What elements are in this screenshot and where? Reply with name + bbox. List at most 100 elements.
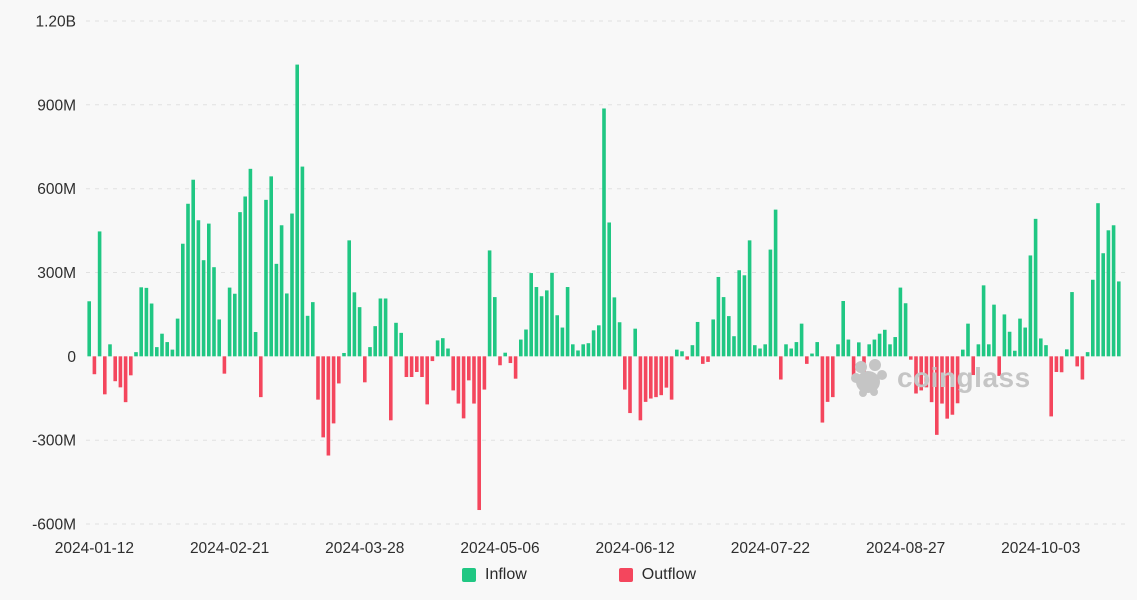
inflow-bar[interactable] bbox=[1070, 292, 1074, 357]
inflow-bar[interactable] bbox=[742, 275, 747, 357]
inflow-bar[interactable] bbox=[285, 293, 289, 357]
outflow-bar[interactable] bbox=[113, 356, 117, 382]
inflow-bar[interactable] bbox=[149, 303, 154, 357]
outflow-bar[interactable] bbox=[971, 356, 975, 376]
inflow-bar[interactable] bbox=[181, 243, 185, 357]
outflow-bar[interactable] bbox=[997, 356, 1001, 376]
inflow-bar[interactable] bbox=[560, 327, 565, 357]
outflow-bar[interactable] bbox=[1054, 356, 1059, 372]
inflow-bar[interactable] bbox=[1023, 327, 1027, 357]
inflow-bar[interactable] bbox=[695, 321, 700, 357]
inflow-bar[interactable] bbox=[279, 225, 284, 357]
inflow-bar[interactable] bbox=[529, 273, 533, 357]
outflow-bar[interactable] bbox=[669, 356, 674, 400]
inflow-bar[interactable] bbox=[1044, 345, 1048, 357]
inflow-bar[interactable] bbox=[196, 220, 201, 357]
inflow-bar[interactable] bbox=[243, 196, 247, 357]
inflow-bar[interactable] bbox=[758, 348, 762, 357]
inflow-bar[interactable] bbox=[1018, 318, 1022, 357]
inflow-bar[interactable] bbox=[97, 231, 102, 357]
inflow-bar[interactable] bbox=[893, 337, 897, 357]
outflow-bar[interactable] bbox=[706, 356, 710, 362]
inflow-bar[interactable] bbox=[732, 336, 736, 357]
outflow-bar[interactable] bbox=[123, 356, 128, 403]
outflow-bar[interactable] bbox=[337, 356, 341, 384]
inflow-bar[interactable] bbox=[877, 333, 882, 357]
outflow-bar[interactable] bbox=[909, 356, 913, 360]
inflow-bar[interactable] bbox=[352, 292, 357, 357]
outflow-bar[interactable] bbox=[129, 356, 133, 376]
inflow-bar[interactable] bbox=[1085, 352, 1090, 357]
inflow-bar[interactable] bbox=[612, 297, 617, 357]
inflow-bar[interactable] bbox=[383, 298, 388, 357]
inflow-bar[interactable] bbox=[1091, 279, 1095, 357]
outflow-bar[interactable] bbox=[389, 356, 393, 421]
outflow-bar[interactable] bbox=[935, 356, 939, 435]
inflow-bar[interactable] bbox=[368, 347, 372, 357]
inflow-bar[interactable] bbox=[981, 285, 986, 357]
legend-item-outflow[interactable]: Outflow bbox=[618, 567, 696, 583]
outflow-bar[interactable] bbox=[430, 356, 435, 362]
inflow-bar[interactable] bbox=[737, 270, 741, 357]
inflow-bar[interactable] bbox=[1096, 203, 1100, 357]
inflow-bar[interactable] bbox=[545, 290, 549, 357]
inflow-bar[interactable] bbox=[399, 332, 403, 357]
inflow-bar[interactable] bbox=[186, 203, 190, 357]
outflow-bar[interactable] bbox=[461, 356, 466, 419]
inflow-bar[interactable] bbox=[253, 332, 258, 357]
inflow-bar[interactable] bbox=[524, 329, 528, 357]
inflow-bar[interactable] bbox=[763, 344, 767, 357]
outflow-bar[interactable] bbox=[513, 356, 518, 379]
inflow-bar[interactable] bbox=[300, 166, 305, 357]
outflow-bar[interactable] bbox=[404, 356, 409, 378]
inflow-bar[interactable] bbox=[394, 322, 398, 357]
inflow-bar[interactable] bbox=[633, 328, 637, 357]
outflow-bar[interactable] bbox=[623, 356, 627, 390]
outflow-bar[interactable] bbox=[498, 356, 502, 366]
inflow-bar[interactable] bbox=[883, 329, 887, 357]
inflow-bar[interactable] bbox=[311, 302, 315, 357]
inflow-bar[interactable] bbox=[810, 353, 814, 357]
outflow-bar[interactable] bbox=[862, 356, 866, 384]
outflow-bar[interactable] bbox=[415, 356, 419, 372]
inflow-bar[interactable] bbox=[1101, 253, 1105, 357]
inflow-bar[interactable] bbox=[290, 213, 294, 357]
inflow-bar[interactable] bbox=[1013, 350, 1017, 357]
inflow-bar[interactable] bbox=[846, 339, 851, 357]
outflow-bar[interactable] bbox=[103, 356, 107, 395]
outflow-bar[interactable] bbox=[654, 356, 658, 398]
outflow-bar[interactable] bbox=[1075, 356, 1079, 367]
inflow-bar[interactable] bbox=[976, 344, 981, 357]
outflow-bar[interactable] bbox=[467, 356, 471, 381]
inflow-bar[interactable] bbox=[841, 301, 845, 357]
outflow-bar[interactable] bbox=[929, 356, 934, 403]
inflow-bar[interactable] bbox=[435, 340, 440, 357]
inflow-bar[interactable] bbox=[201, 260, 206, 357]
inflow-bar[interactable] bbox=[1117, 281, 1121, 357]
outflow-bar[interactable] bbox=[955, 356, 960, 404]
inflow-bar[interactable] bbox=[992, 304, 996, 357]
outflow-bar[interactable] bbox=[451, 356, 455, 391]
inflow-bar[interactable] bbox=[503, 352, 507, 357]
inflow-bar[interactable] bbox=[550, 272, 554, 357]
inflow-bar[interactable] bbox=[1007, 331, 1012, 357]
inflow-bar[interactable] bbox=[305, 315, 310, 357]
inflow-bar[interactable] bbox=[519, 339, 523, 357]
inflow-bar[interactable] bbox=[565, 287, 570, 357]
outflow-bar[interactable] bbox=[940, 356, 944, 404]
inflow-bar[interactable] bbox=[721, 297, 726, 357]
inflow-bar[interactable] bbox=[903, 303, 908, 357]
outflow-bar[interactable] bbox=[118, 356, 123, 388]
outflow-bar[interactable] bbox=[508, 356, 513, 364]
inflow-bar[interactable] bbox=[617, 322, 622, 357]
inflow-bar[interactable] bbox=[597, 325, 601, 357]
inflow-bar[interactable] bbox=[144, 287, 149, 357]
outflow-bar[interactable] bbox=[363, 356, 367, 383]
inflow-bar[interactable] bbox=[784, 344, 788, 357]
inflow-bar[interactable] bbox=[139, 287, 143, 357]
inflow-bar[interactable] bbox=[155, 347, 159, 357]
inflow-bar[interactable] bbox=[378, 298, 383, 357]
outflow-bar[interactable] bbox=[685, 356, 689, 360]
inflow-bar[interactable] bbox=[539, 296, 544, 357]
